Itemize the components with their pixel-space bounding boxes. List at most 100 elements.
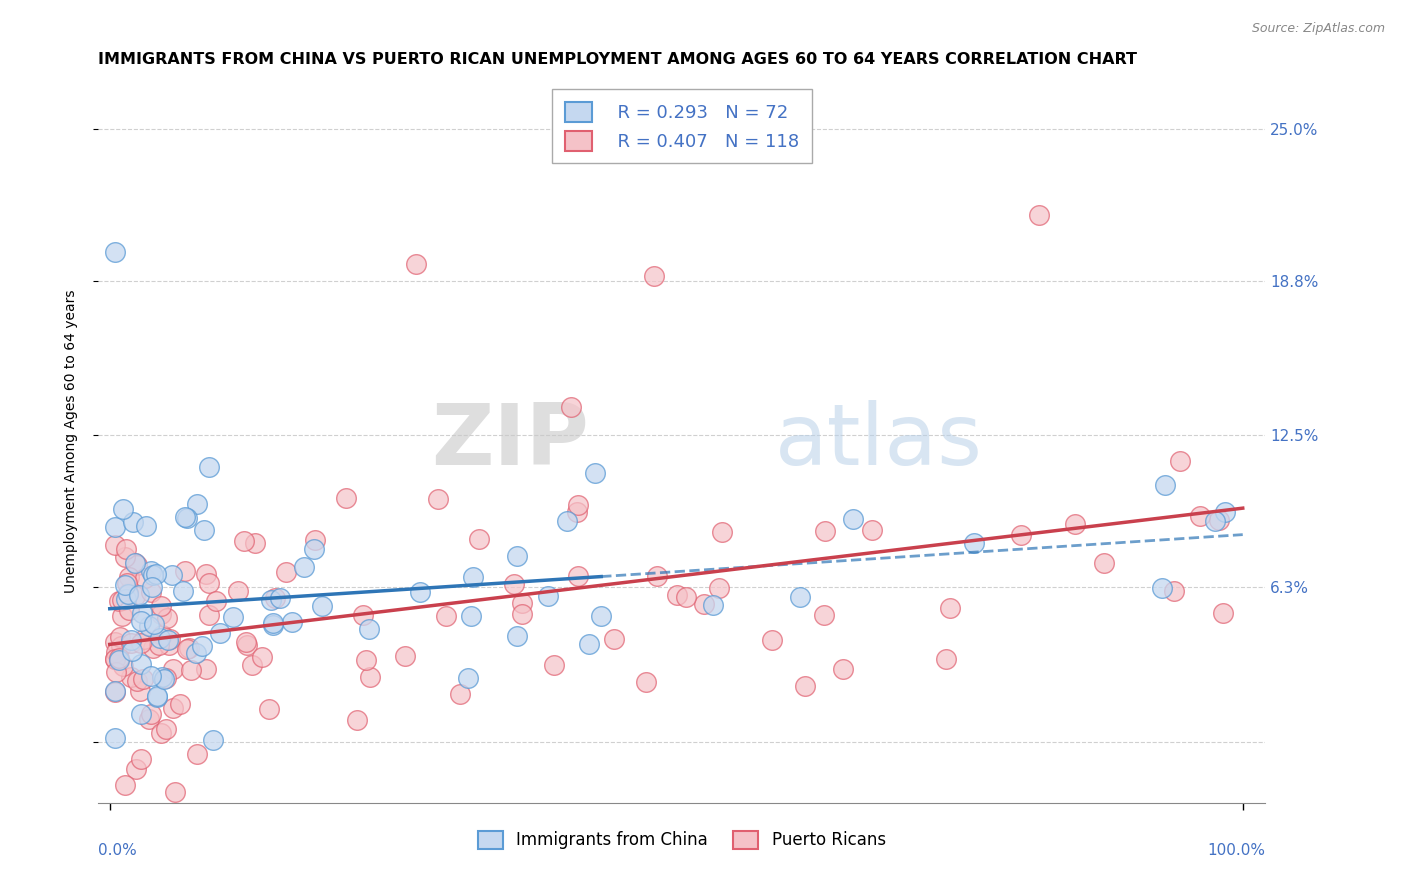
Point	[138, 619, 160, 633]
Point	[543, 657, 565, 672]
Point	[346, 714, 368, 728]
Point	[1028, 208, 1050, 222]
Point	[226, 584, 249, 599]
Point	[160, 567, 183, 582]
Point	[138, 712, 160, 726]
Point	[709, 581, 731, 595]
Text: 100.0%: 100.0%	[1208, 843, 1265, 857]
Point	[104, 685, 127, 699]
Point	[457, 671, 479, 685]
Point	[121, 644, 143, 658]
Point	[110, 593, 132, 607]
Point	[104, 520, 127, 534]
Point	[675, 590, 697, 604]
Point	[177, 640, 200, 655]
Point	[262, 616, 284, 631]
Text: 0.0%: 0.0%	[98, 843, 138, 857]
Point	[148, 638, 170, 652]
Point	[165, 785, 187, 799]
Point	[162, 662, 184, 676]
Point	[359, 670, 381, 684]
Point	[176, 511, 198, 525]
Point	[132, 632, 155, 647]
Point	[643, 269, 665, 284]
Point	[1163, 584, 1185, 599]
Point	[174, 565, 197, 579]
Point	[209, 625, 232, 640]
Point	[1212, 606, 1234, 620]
Point	[195, 662, 218, 676]
Point	[115, 592, 138, 607]
Point	[502, 577, 524, 591]
Point	[560, 400, 582, 414]
Point	[235, 639, 257, 653]
Point	[104, 683, 127, 698]
Point	[111, 609, 134, 624]
Point	[114, 549, 136, 564]
Point	[104, 539, 127, 553]
Point	[135, 519, 157, 533]
Legend: Immigrants from China, Puerto Ricans: Immigrants from China, Puerto Ricans	[471, 824, 893, 856]
Point	[155, 671, 177, 685]
Point	[1213, 504, 1236, 518]
Point	[114, 778, 136, 792]
Point	[235, 635, 257, 649]
Point	[510, 607, 533, 621]
Point	[394, 648, 416, 663]
Point	[1208, 513, 1230, 527]
Point	[125, 673, 148, 688]
Point	[274, 566, 297, 580]
Point	[128, 589, 150, 603]
Point	[583, 467, 606, 481]
Point	[359, 622, 381, 636]
Point	[243, 536, 266, 550]
Point	[645, 569, 668, 583]
Point	[449, 687, 471, 701]
Point	[460, 608, 482, 623]
Point	[134, 571, 156, 585]
Point	[190, 639, 212, 653]
Point	[115, 576, 138, 591]
Point	[842, 511, 865, 525]
Point	[252, 650, 274, 665]
Point	[150, 628, 173, 642]
Point	[142, 641, 165, 656]
Point	[174, 509, 197, 524]
Point	[162, 700, 184, 714]
Point	[666, 588, 689, 602]
Point	[121, 515, 143, 529]
Point	[280, 615, 302, 629]
Point	[105, 645, 128, 659]
Point	[124, 556, 146, 570]
Point	[125, 558, 148, 572]
Point	[110, 640, 132, 654]
Point	[591, 608, 613, 623]
Point	[567, 569, 589, 583]
Point	[935, 652, 957, 666]
Point	[104, 652, 127, 666]
Point	[131, 614, 153, 628]
Point	[129, 752, 152, 766]
Point	[156, 633, 179, 648]
Point	[240, 658, 263, 673]
Point	[184, 646, 207, 660]
Point	[505, 549, 527, 564]
Point	[260, 593, 283, 607]
Text: IMMIGRANTS FROM CHINA VS PUERTO RICAN UNEMPLOYMENT AMONG AGES 60 TO 64 YEARS COR: IMMIGRANTS FROM CHINA VS PUERTO RICAN UN…	[98, 52, 1137, 67]
Point	[150, 599, 173, 613]
Point	[789, 591, 811, 605]
Point	[114, 541, 136, 556]
Point	[963, 535, 986, 549]
Point	[939, 601, 962, 615]
Point	[139, 564, 162, 578]
Point	[198, 608, 221, 623]
Point	[149, 607, 172, 621]
Point	[107, 651, 129, 665]
Point	[232, 533, 254, 548]
Point	[292, 559, 315, 574]
Point	[257, 702, 280, 716]
Point	[356, 653, 378, 667]
Point	[111, 659, 134, 673]
Point	[1168, 454, 1191, 468]
Point	[149, 631, 172, 645]
